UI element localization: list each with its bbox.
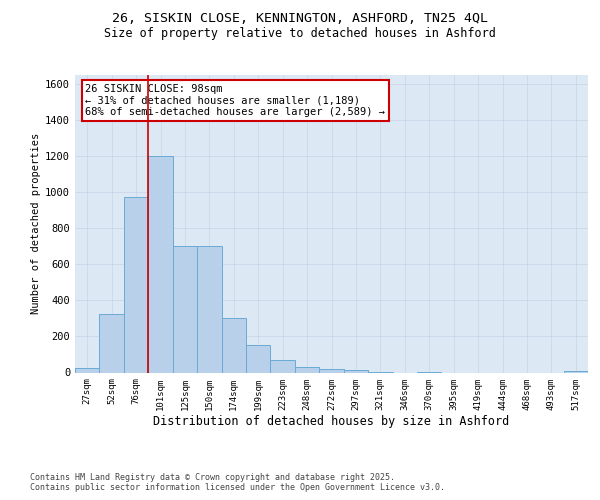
Bar <box>124 196 148 372</box>
Text: Contains HM Land Registry data © Crown copyright and database right 2025.
Contai: Contains HM Land Registry data © Crown c… <box>30 473 445 492</box>
Text: 26, SISKIN CLOSE, KENNINGTON, ASHFORD, TN25 4QL: 26, SISKIN CLOSE, KENNINGTON, ASHFORD, T… <box>112 12 488 26</box>
Bar <box>173 246 197 372</box>
Bar <box>295 367 319 372</box>
Bar <box>271 360 295 372</box>
Text: 26 SISKIN CLOSE: 98sqm
← 31% of detached houses are smaller (1,189)
68% of semi-: 26 SISKIN CLOSE: 98sqm ← 31% of detached… <box>85 84 385 117</box>
Text: Size of property relative to detached houses in Ashford: Size of property relative to detached ho… <box>104 28 496 40</box>
Bar <box>221 318 246 372</box>
Y-axis label: Number of detached properties: Number of detached properties <box>31 133 41 314</box>
Bar <box>100 314 124 372</box>
Bar <box>197 246 221 372</box>
Bar <box>75 368 100 372</box>
Bar <box>246 344 271 372</box>
X-axis label: Distribution of detached houses by size in Ashford: Distribution of detached houses by size … <box>154 415 509 428</box>
Bar <box>319 369 344 372</box>
Bar <box>148 156 173 372</box>
Bar <box>563 370 588 372</box>
Bar <box>344 370 368 372</box>
